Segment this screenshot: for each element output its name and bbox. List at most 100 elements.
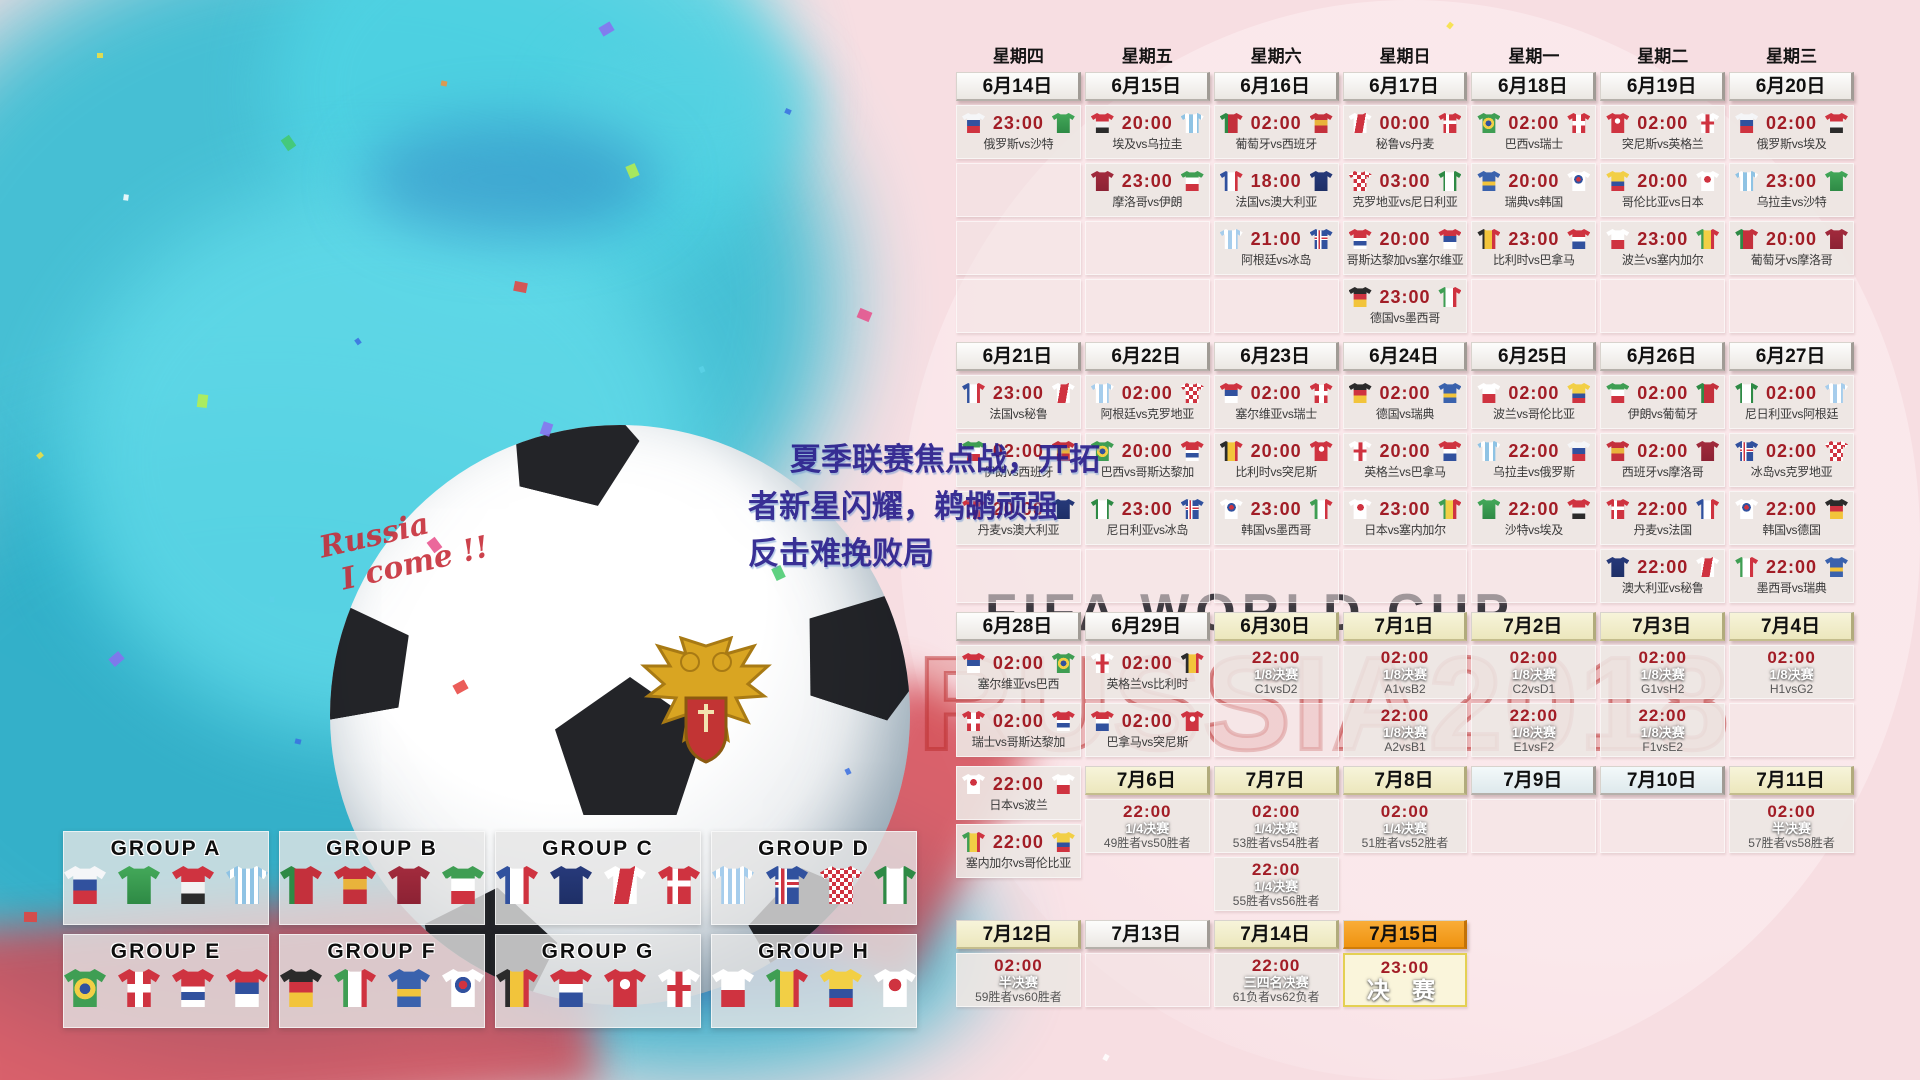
date-button[interactable]: 6月24日	[1342, 342, 1468, 371]
match-cell[interactable]: 22:00 沙特vs埃及	[1471, 491, 1597, 545]
knockout-match-cell[interactable]: 22:00 三四名决赛 61负者vs62负者	[1213, 953, 1339, 1007]
date-button[interactable]: 7月9日	[1471, 766, 1597, 795]
match-name: 哥斯达黎加vs塞尔维亚	[1346, 252, 1464, 267]
match-cell[interactable]: 20:00 哥斯达黎加vs塞尔维亚	[1342, 221, 1468, 275]
match-cell[interactable]: 23:00 德国vs墨西哥	[1342, 279, 1468, 333]
match-cell[interactable]: 02:00 巴西vs瑞士	[1471, 105, 1597, 159]
match-cell[interactable]: 22:00 丹麦vs法国	[1600, 491, 1726, 545]
match-cell[interactable]: 02:00 巴拿马vs突尼斯	[1084, 703, 1210, 757]
date-button[interactable]: 7月7日	[1213, 766, 1339, 795]
date-button[interactable]: 6月26日	[1600, 342, 1726, 371]
knockout-match-cell[interactable]: 02:00 半决赛 57胜者vs58胜者	[1729, 799, 1854, 853]
match-cell[interactable]: 02:00 尼日利亚vs阿根廷	[1729, 375, 1854, 429]
match-cell[interactable]: 23:00 乌拉圭vs沙特	[1729, 163, 1854, 217]
match-cell[interactable]: 21:00 阿根廷vs冰岛	[1213, 221, 1339, 275]
match-cell[interactable]: 02:00 瑞士vs哥斯达黎加	[956, 703, 1081, 757]
match-cell[interactable]: 02:00 俄罗斯vs埃及	[1729, 105, 1854, 159]
date-button[interactable]: 7月10日	[1600, 766, 1726, 795]
match-stage-label: 1/8决赛	[1640, 666, 1685, 682]
match-cell[interactable]: 18:00 法国vs澳大利亚	[1213, 163, 1339, 217]
date-button[interactable]: 6月18日	[1471, 72, 1597, 101]
date-button[interactable]: 6月30日	[1213, 612, 1339, 641]
match-cell[interactable]: 02:00 阿根廷vs克罗地亚	[1084, 375, 1210, 429]
home-jersey-icon	[1606, 171, 1630, 191]
match-cell[interactable]: 02:00 葡萄牙vs西班牙	[1213, 105, 1339, 159]
match-pairing-label: A2vsB1	[1384, 739, 1426, 754]
date-button[interactable]: 6月17日	[1342, 72, 1468, 101]
match-cell[interactable]: 20:00 哥伦比亚vs日本	[1600, 163, 1726, 217]
date-button[interactable]: 6月22日	[1084, 342, 1210, 371]
date-button[interactable]: 6月25日	[1471, 342, 1597, 371]
date-button[interactable]: 6月19日	[1600, 72, 1726, 101]
groups-panel: GROUP A GROUP B GROUP C GROUP D GROUP E GROUP…	[63, 831, 917, 1028]
match-cell[interactable]: 02:00 突尼斯vs英格兰	[1600, 105, 1726, 159]
match-cell[interactable]: 23:00 摩洛哥vs伊朗	[1084, 163, 1210, 217]
match-cell[interactable]: 02:00 英格兰vs比利时	[1084, 645, 1210, 699]
match-cell[interactable]: 23:00 日本vs塞内加尔	[1342, 491, 1468, 545]
date-button[interactable]: 7月13日	[1084, 920, 1210, 949]
date-button[interactable]: 7月11日	[1729, 766, 1854, 795]
knockout-match-cell[interactable]: 22:00 1/8决赛 A2vsB1	[1342, 703, 1468, 757]
match-cell[interactable]: 20:00 英格兰vs巴拿马	[1342, 433, 1468, 487]
date-button[interactable]: 7月8日	[1342, 766, 1468, 795]
knockout-match-cell[interactable]: 02:00 半决赛 59胜者vs60胜者	[956, 953, 1081, 1007]
calendar-week-band: 22:00 日本vs波兰 22:00 塞内加尔vs哥伦比亚 7月6日 22:00 1/4决赛…	[956, 766, 1854, 911]
match-cell[interactable]: 23:00 比利时vs巴拿马	[1471, 221, 1597, 275]
date-button[interactable]: 7月14日	[1213, 920, 1339, 949]
match-cell[interactable]: 22:00 乌拉圭vs俄罗斯	[1471, 433, 1597, 487]
match-cell[interactable]: 02:00 塞尔维亚vs巴西	[956, 645, 1081, 699]
date-button[interactable]: 7月15日	[1342, 920, 1468, 949]
knockout-match-cell[interactable]: 02:00 1/4决赛 53胜者vs54胜者	[1213, 799, 1339, 853]
match-cell[interactable]: 02:00 伊朗vs葡萄牙	[1600, 375, 1726, 429]
match-cell[interactable]: 20:00 巴西vs哥斯达黎加	[1084, 433, 1210, 487]
match-cell[interactable]: 23:00 尼日利亚vs冰岛	[1084, 491, 1210, 545]
match-cell[interactable]: 22:00 墨西哥vs瑞典	[1729, 549, 1854, 603]
match-cell[interactable]: 02:00 冰岛vs克罗地亚	[1729, 433, 1854, 487]
date-button[interactable]: 6月28日	[956, 612, 1081, 641]
match-cell[interactable]: 20:00 埃及vs乌拉圭	[1084, 105, 1210, 159]
match-cell[interactable]: 02:00 塞尔维亚vs瑞士	[1213, 375, 1339, 429]
knockout-match-cell[interactable]: 22:00 1/4决赛 55胜者vs56胜者	[1213, 857, 1339, 911]
date-button[interactable]: 7月3日	[1600, 612, 1726, 641]
match-row: 20:00	[1601, 171, 1724, 192]
date-button[interactable]: 7月12日	[956, 920, 1081, 949]
final-match-cell[interactable]: 23:00 决 赛	[1342, 953, 1468, 1007]
knockout-match-cell[interactable]: 02:00 1/8决赛 C2vsD1	[1471, 645, 1597, 699]
match-cell[interactable]: 20:00 比利时vs突尼斯	[1213, 433, 1339, 487]
date-button[interactable]: 6月21日	[956, 342, 1081, 371]
date-button[interactable]: 7月2日	[1471, 612, 1597, 641]
date-button[interactable]: 6月23日	[1213, 342, 1339, 371]
knockout-match-cell[interactable]: 02:00 1/8决赛 A1vsB2	[1342, 645, 1468, 699]
knockout-match-cell[interactable]: 22:00 1/4决赛 49胜者vs50胜者	[1084, 799, 1210, 853]
match-cell[interactable]: 23:00 韩国vs墨西哥	[1213, 491, 1339, 545]
match-cell[interactable]: 22:00 韩国vs德国	[1729, 491, 1854, 545]
date-button[interactable]: 6月16日	[1213, 72, 1339, 101]
match-cell[interactable]: 23:00 波兰vs塞内加尔	[1600, 221, 1726, 275]
match-cell[interactable]: 22:00 塞内加尔vs哥伦比亚	[956, 824, 1081, 878]
match-cell[interactable]: 02:00 波兰vs哥伦比亚	[1471, 375, 1597, 429]
knockout-match-cell[interactable]: 02:00 1/4决赛 51胜者vs52胜者	[1342, 799, 1468, 853]
date-button[interactable]: 7月6日	[1084, 766, 1210, 795]
match-cell[interactable]: 02:00 西班牙vs摩洛哥	[1600, 433, 1726, 487]
knockout-match-cell[interactable]: 02:00 1/8决赛 H1vsG2	[1729, 645, 1854, 699]
match-cell[interactable]: 23:00 法国vs秘鲁	[956, 375, 1081, 429]
date-button[interactable]: 7月1日	[1342, 612, 1468, 641]
knockout-match-cell[interactable]: 22:00 1/8决赛 F1vsE2	[1600, 703, 1726, 757]
date-button[interactable]: 6月15日	[1084, 72, 1210, 101]
knockout-match-cell[interactable]: 22:00 1/8决赛 C1vsD2	[1213, 645, 1339, 699]
date-button[interactable]: 6月14日	[956, 72, 1081, 101]
match-cell[interactable]: 20:00 葡萄牙vs摩洛哥	[1729, 221, 1854, 275]
match-cell[interactable]: 22:00 日本vs波兰	[956, 766, 1081, 820]
knockout-match-cell[interactable]: 02:00 1/8决赛 G1vsH2	[1600, 645, 1726, 699]
match-cell[interactable]: 20:00 瑞典vs韩国	[1471, 163, 1597, 217]
date-button[interactable]: 7月4日	[1729, 612, 1854, 641]
match-cell[interactable]: 23:00 俄罗斯vs沙特	[956, 105, 1081, 159]
match-cell[interactable]: 00:00 秘鲁vs丹麦	[1342, 105, 1468, 159]
match-cell[interactable]: 03:00 克罗地亚vs尼日利亚	[1342, 163, 1468, 217]
knockout-match-cell[interactable]: 22:00 1/8决赛 E1vsF2	[1471, 703, 1597, 757]
date-button[interactable]: 6月29日	[1084, 612, 1210, 641]
match-cell[interactable]: 02:00 德国vs瑞典	[1342, 375, 1468, 429]
date-button[interactable]: 6月27日	[1729, 342, 1854, 371]
match-cell[interactable]: 22:00 澳大利亚vs秘鲁	[1600, 549, 1726, 603]
date-button[interactable]: 6月20日	[1729, 72, 1854, 101]
